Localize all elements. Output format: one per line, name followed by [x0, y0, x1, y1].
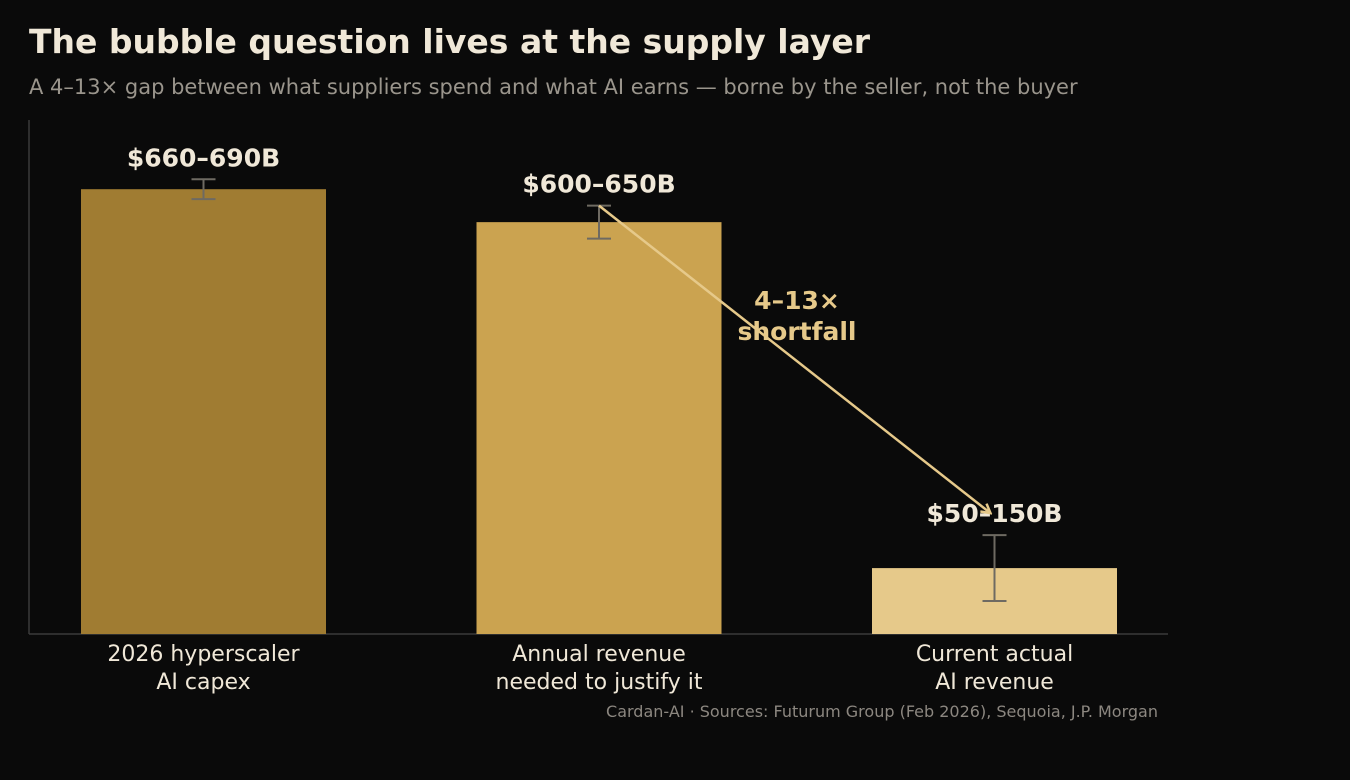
- value-label-2: $600–650B: [522, 170, 675, 199]
- value-label-1: $660–690B: [127, 143, 280, 172]
- chart-subtitle: A 4–13× gap between what suppliers spend…: [29, 75, 1078, 99]
- bar-2: [476, 222, 722, 634]
- chart-title: The bubble question lives at the supply …: [29, 22, 871, 61]
- category-label-2-line-2: needed to justify it: [496, 670, 703, 695]
- category-label-1-line-1: 2026 hyperscaler: [107, 642, 300, 667]
- category-label-3-line-2: AI revenue: [935, 670, 1054, 695]
- source-note: Cardan-AI · Sources: Futurum Group (Feb …: [606, 702, 1158, 721]
- shortfall-annotation-line-2: shortfall: [737, 317, 856, 346]
- category-label-3-line-1: Current actual: [916, 642, 1073, 667]
- shortfall-annotation-line-1: 4–13×: [754, 286, 840, 315]
- category-label-1-line-2: AI capex: [156, 670, 250, 695]
- category-label-2-line-1: Annual revenue: [512, 642, 686, 667]
- value-label-3: $50–150B: [927, 499, 1063, 528]
- shortfall-arrow: [598, 204, 991, 513]
- bar-1: [81, 189, 326, 634]
